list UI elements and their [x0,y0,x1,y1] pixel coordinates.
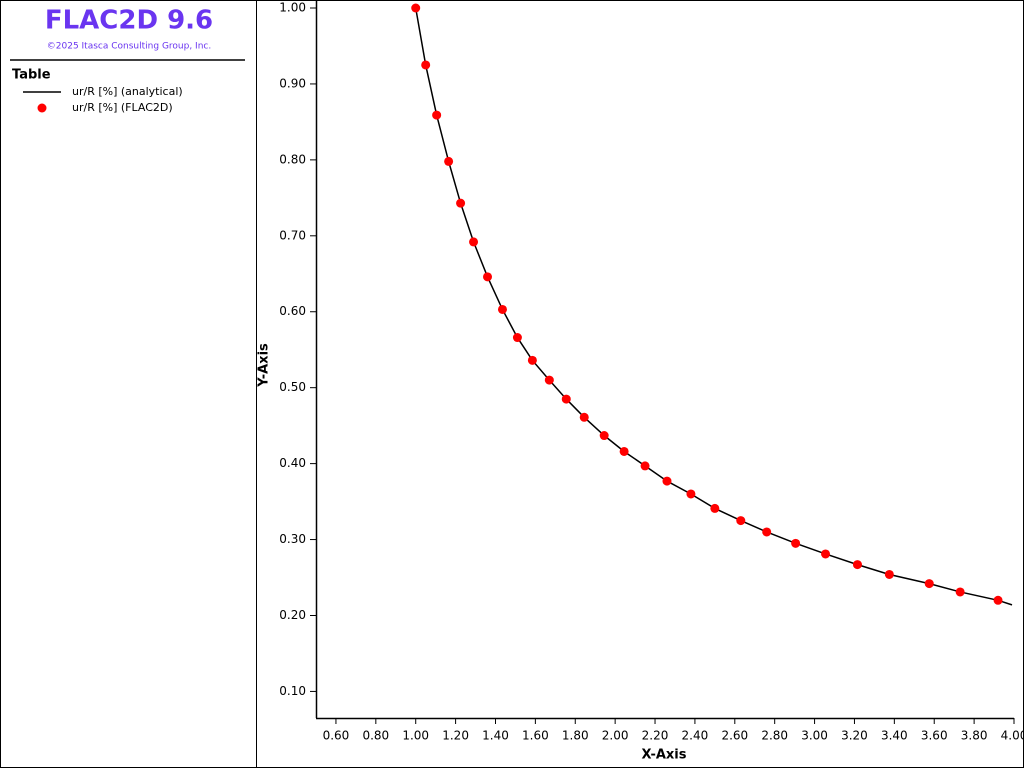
data-point [411,3,421,13]
data-point [469,237,479,247]
data-point [483,272,493,282]
x-tick-label: 4.00 [1001,729,1024,743]
data-point [432,110,442,120]
data-point [619,446,629,456]
data-point [955,587,965,597]
x-tick-label: 2.00 [602,729,629,743]
data-point [791,538,801,548]
x-tick-label: 3.20 [841,729,868,743]
data-point [579,412,589,422]
x-tick-label: 3.00 [801,729,828,743]
y-tick-label: 1.00 [279,1,306,15]
x-axis-title: X-Axis [642,748,687,763]
data-point [561,394,571,404]
data-point [456,198,466,208]
x-tick-label: 1.80 [562,729,589,743]
y-tick-label: 0.90 [279,76,306,90]
x-tick-label: 0.80 [362,729,389,743]
x-tick-label: 2.20 [642,729,669,743]
data-point [852,560,862,570]
x-tick-label: 3.60 [921,729,948,743]
data-point [821,549,831,559]
y-tick-label: 0.60 [279,304,306,318]
data-point [599,431,609,441]
y-axis-title: Y-Axis [257,343,272,388]
x-tick-label: 1.00 [402,729,429,743]
x-tick-label: 2.60 [721,729,748,743]
copyright: ©2025 Itasca Consulting Group, Inc. [47,42,211,52]
data-point [421,60,431,70]
x-tick-label: 3.80 [961,729,988,743]
x-tick-label: 3.40 [881,729,908,743]
data-point [736,516,746,526]
legend-label: ur/R [%] (analytical) [72,85,183,98]
data-point [924,579,934,589]
x-tick-label: 0.60 [323,729,350,743]
y-tick-label: 0.40 [279,456,306,470]
data-point [497,304,507,314]
app-title: FLAC2D 9.6 [45,6,213,36]
data-point [640,461,650,471]
legend-marker [37,103,47,113]
x-tick-label: 2.80 [761,729,788,743]
x-tick-label: 1.20 [442,729,469,743]
data-point [527,355,537,365]
data-point [993,595,1003,605]
y-tick-label: 0.80 [279,152,306,166]
data-point [662,476,672,486]
y-tick-label: 0.50 [279,380,306,394]
data-point [884,569,894,579]
data-point [710,503,720,513]
data-point [544,375,554,385]
y-tick-label: 0.10 [279,684,306,698]
legend-title: Table [12,68,51,83]
data-point [762,527,772,537]
legend-label: ur/R [%] (FLAC2D) [72,101,173,114]
y-tick-label: 0.70 [279,228,306,242]
y-tick-label: 0.30 [279,532,306,546]
x-tick-label: 1.60 [522,729,549,743]
x-tick-label: 1.40 [482,729,509,743]
data-point [512,333,522,343]
y-tick-label: 0.20 [279,608,306,622]
x-tick-label: 2.40 [682,729,709,743]
data-point [444,156,454,166]
data-point [686,489,696,499]
